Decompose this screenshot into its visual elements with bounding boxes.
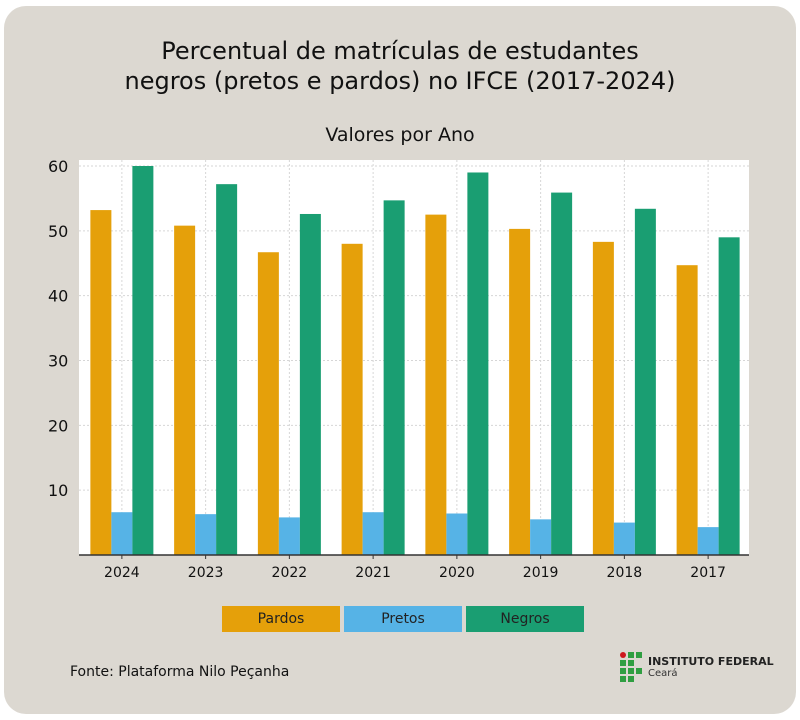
legend-pardos: Pardos	[222, 606, 340, 632]
logo-subtext: Ceará	[648, 668, 678, 679]
y-tick-label: 30	[48, 352, 68, 371]
y-tick-label: 10	[48, 481, 68, 500]
bar-pretos-2018	[613, 522, 635, 555]
legend: Pardos Pretos Negros	[222, 606, 584, 632]
y-tick-label: 40	[48, 287, 68, 306]
institute-logo: INSTITUTO FEDERAL Ceará	[620, 652, 774, 682]
logo-text: INSTITUTO FEDERAL	[648, 655, 774, 668]
bar-pretos-2019	[530, 519, 552, 555]
bar-negros-2021	[383, 200, 405, 555]
title-line-1: Percentual de matrículas de estudantes	[161, 37, 639, 65]
title-line-2: negros (pretos e pardos) no IFCE (2017-2…	[124, 67, 676, 95]
y-tick-label: 50	[48, 222, 68, 241]
x-tick-label: 2020	[439, 565, 475, 581]
bar-negros-2024	[132, 166, 154, 555]
x-tick-label: 2017	[690, 565, 726, 581]
legend-negros: Negros	[466, 606, 584, 632]
bar-pretos-2021	[362, 512, 384, 555]
bar-negros-2022	[299, 213, 321, 555]
source-note: Fonte: Plataforma Nilo Peçanha	[70, 664, 290, 680]
x-tick-label: 2022	[272, 565, 308, 581]
bar-pardos-2023	[174, 225, 196, 555]
bar-negros-2023	[216, 184, 238, 556]
chart-subtitle: Valores por Ano	[325, 124, 475, 146]
x-tick-label: 2023	[188, 565, 224, 581]
x-tick-label: 2019	[523, 565, 559, 581]
y-tick-label: 20	[48, 416, 68, 435]
y-tick-label: 60	[48, 157, 68, 176]
bar-pretos-2022	[278, 517, 300, 555]
legend-pretos: Pretos	[344, 606, 462, 632]
x-tick-label: 2018	[607, 565, 643, 581]
x-tick-label: 2024	[104, 565, 140, 581]
bar-pardos-2021	[341, 243, 363, 556]
bar-negros-2019	[551, 192, 573, 555]
x-tick-label: 2021	[355, 565, 391, 581]
bar-pretos-2020	[446, 513, 468, 555]
bar-pretos-2017	[697, 527, 719, 555]
bar-negros-2018	[634, 208, 656, 556]
bar-pardos-2024	[90, 210, 112, 555]
bar-pardos-2017	[676, 265, 698, 555]
legend-label: Negros	[500, 611, 550, 627]
bar-pardos-2019	[509, 228, 531, 555]
bar-pardos-2020	[425, 214, 447, 555]
bar-pretos-2023	[195, 514, 217, 555]
logo-mark-icon	[620, 652, 642, 682]
bar-pardos-2022	[257, 252, 279, 555]
legend-label: Pretos	[381, 611, 425, 627]
bar-negros-2017	[718, 237, 740, 556]
bar-negros-2020	[467, 172, 489, 555]
chart-title: Percentual de matrículas de estudantes n…	[0, 36, 800, 96]
bar-pardos-2018	[592, 241, 614, 556]
legend-label: Pardos	[257, 611, 305, 627]
bar-pretos-2024	[111, 512, 133, 555]
